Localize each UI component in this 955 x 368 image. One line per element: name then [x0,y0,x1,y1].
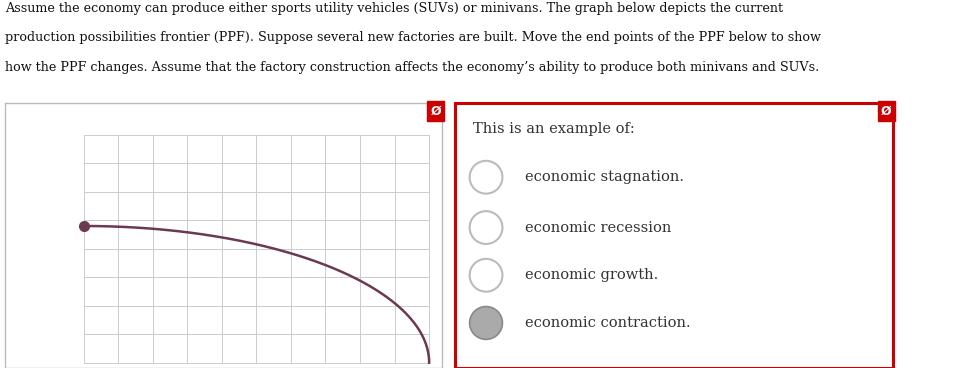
Text: Ø: Ø [881,105,892,117]
Ellipse shape [470,211,502,244]
Text: economic contraction.: economic contraction. [525,316,691,330]
Text: economic stagnation.: economic stagnation. [525,170,685,184]
Ellipse shape [470,161,502,194]
Text: economic recession: economic recession [525,220,671,234]
Text: Ø: Ø [431,105,441,117]
Ellipse shape [470,259,502,292]
Ellipse shape [470,307,502,339]
Text: This is an example of:: This is an example of: [473,121,635,135]
Text: economic growth.: economic growth. [525,268,659,282]
Text: production possibilities frontier (PPF). Suppose several new factories are built: production possibilities frontier (PPF).… [5,31,820,44]
Text: how the PPF changes. Assume that the factory construction affects the economy’s : how the PPF changes. Assume that the fac… [5,61,819,74]
Text: Assume the economy can produce either sports utility vehicles (SUVs) or minivans: Assume the economy can produce either sp… [5,2,783,15]
